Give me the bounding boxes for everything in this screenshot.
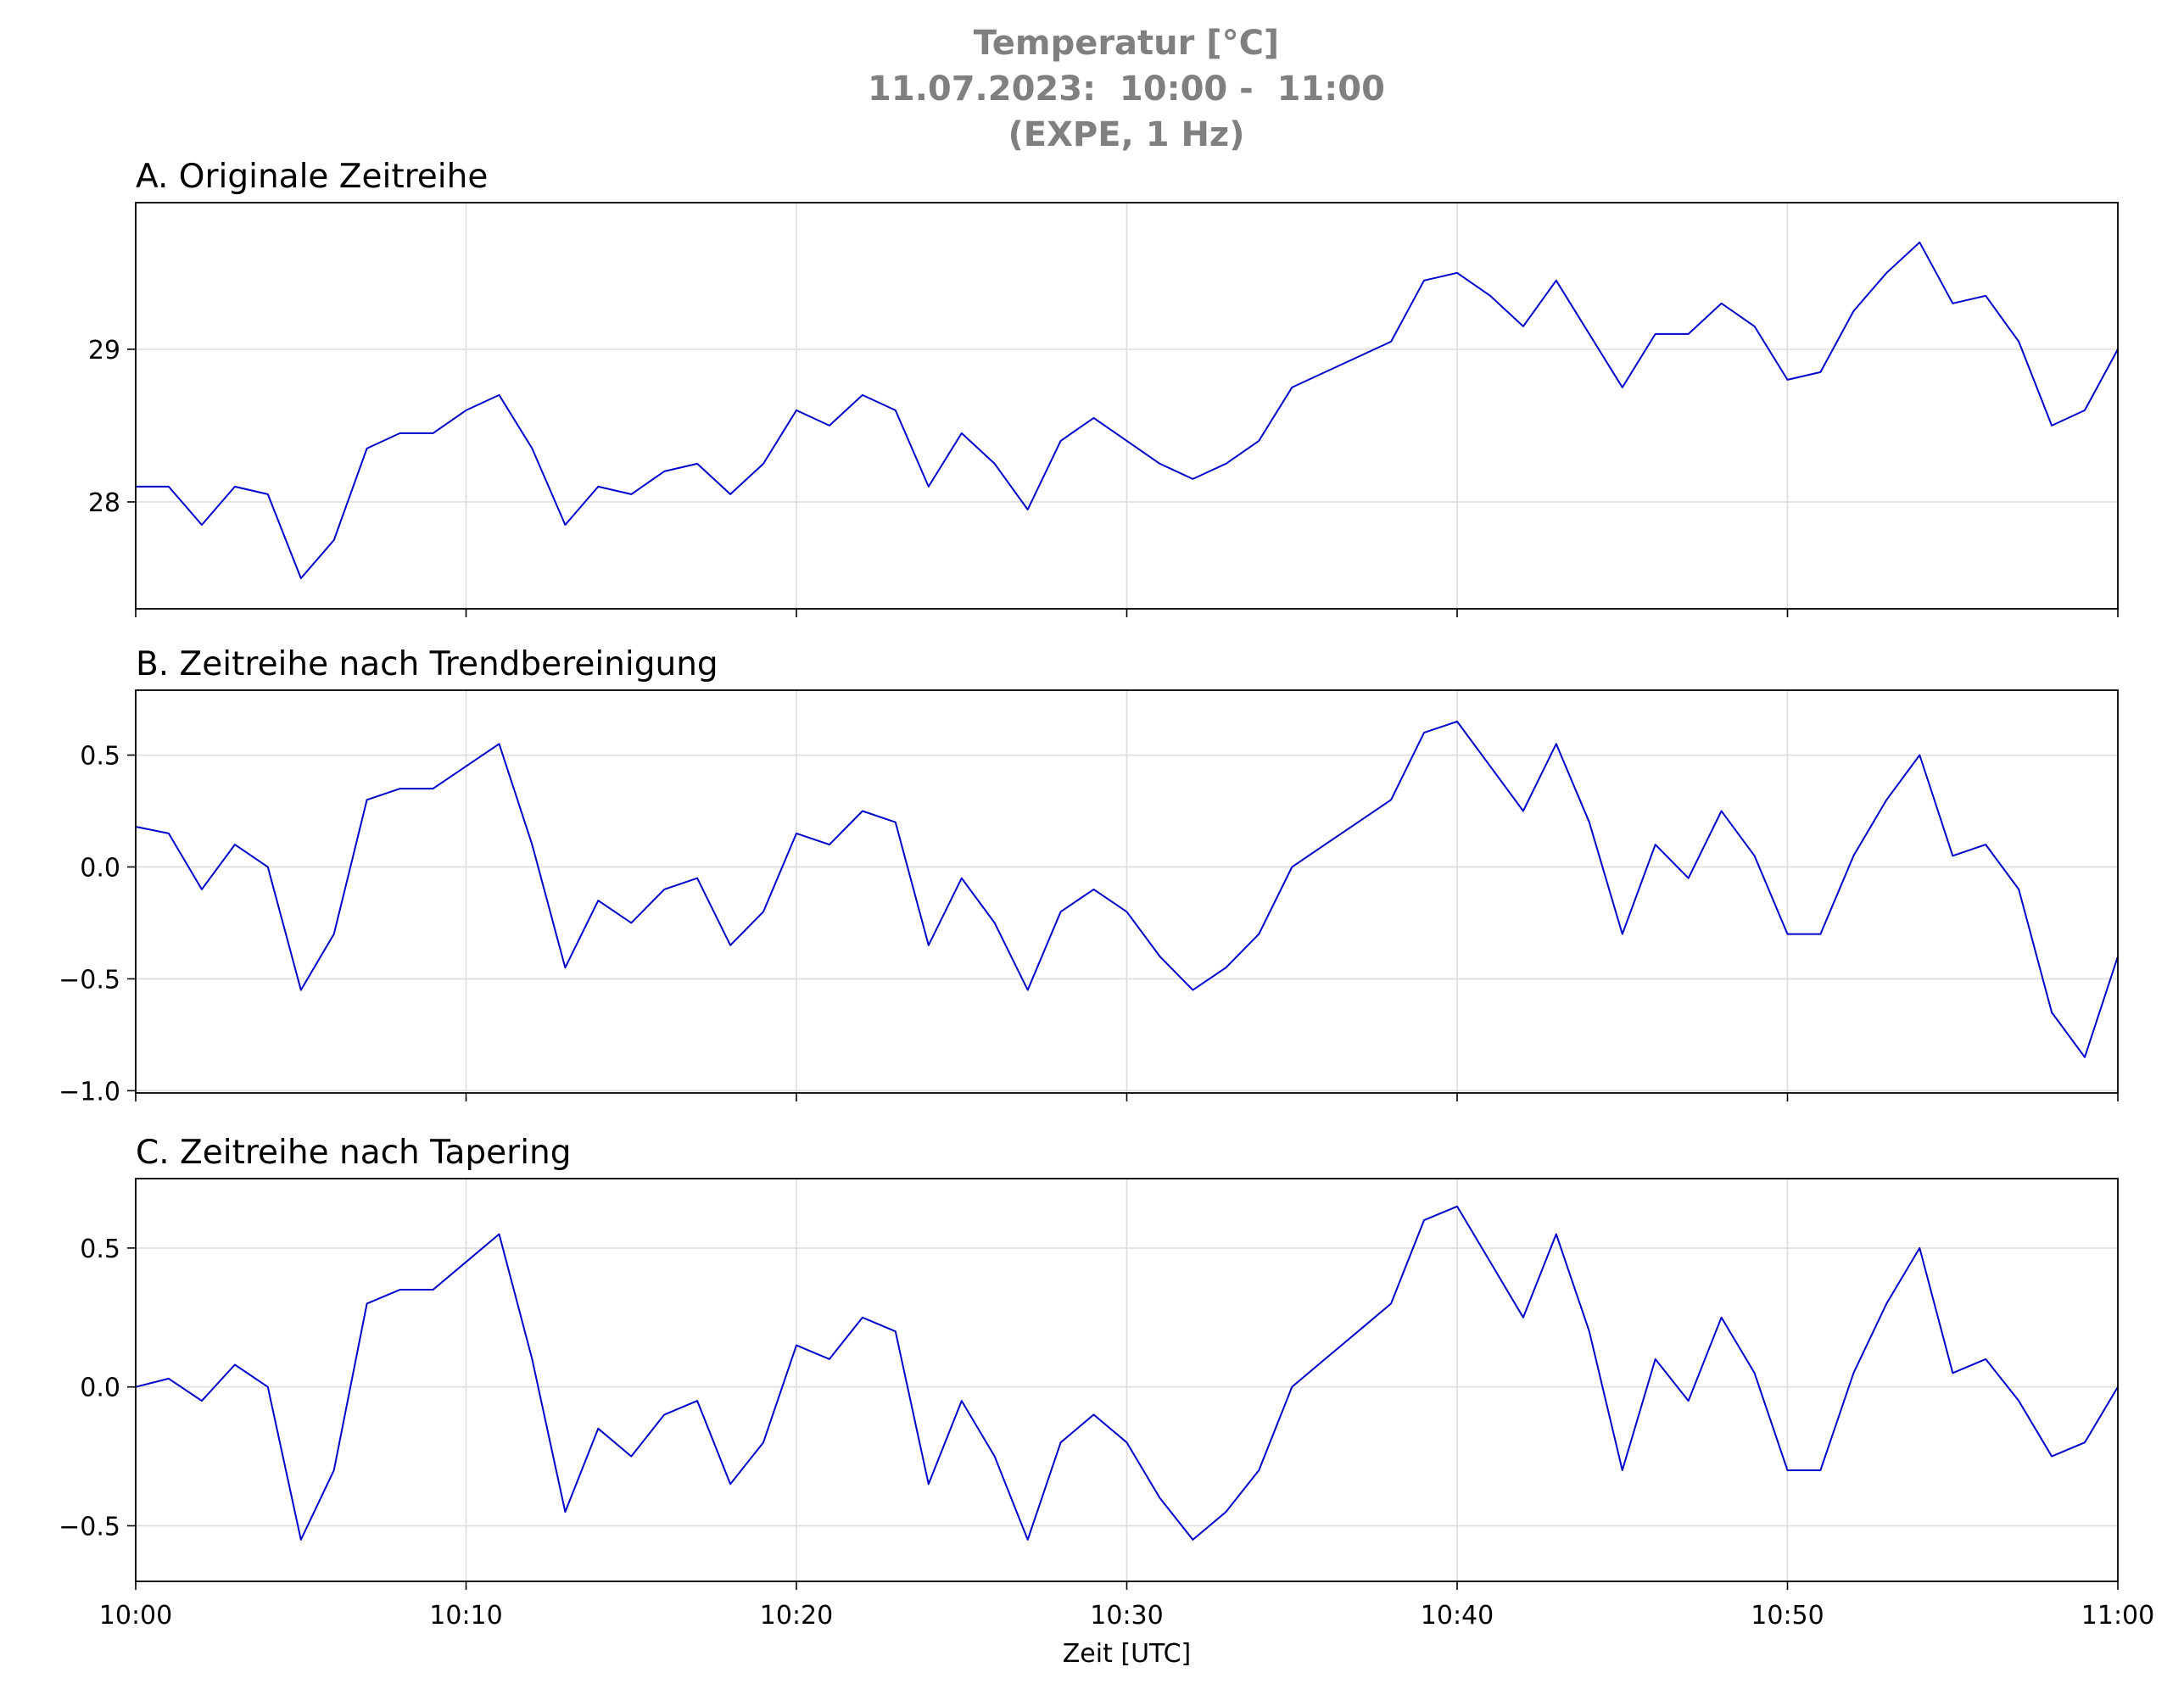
y-tick-label: 0.0 xyxy=(80,853,120,883)
x-tick-label: 10:00 xyxy=(99,1601,172,1631)
x-tick-label: 11:00 xyxy=(2081,1601,2154,1631)
y-tick-label: −0.5 xyxy=(59,965,120,995)
y-tick-label: −0.5 xyxy=(59,1512,120,1542)
y-tick-label: −1.0 xyxy=(59,1077,120,1107)
figure-title: 11.07.2023: 10:00 - 11:00 xyxy=(868,70,1385,109)
panel-title: A. Originale Zeitreihe xyxy=(136,158,488,196)
x-axis-label: Zeit [UTC] xyxy=(1063,1639,1192,1669)
data-line xyxy=(135,1205,2119,1541)
x-tick-label: 10:10 xyxy=(429,1601,502,1631)
y-tick-label: 0.0 xyxy=(80,1374,120,1403)
figure-title: Temperatur [°C] xyxy=(974,24,1279,63)
y-tick-label: 28 xyxy=(88,488,120,518)
figure-title: (EXPE, 1 Hz) xyxy=(1008,115,1244,154)
data-line xyxy=(136,241,2119,579)
x-tick-label: 10:50 xyxy=(1751,1601,1824,1631)
panel-title: C. Zeitreihe nach Tapering xyxy=(136,1134,572,1172)
y-tick-label: 0.5 xyxy=(80,1235,120,1264)
y-tick-label: 29 xyxy=(88,336,120,365)
axes-frame xyxy=(135,202,2119,610)
axes-frame xyxy=(135,1178,2119,1582)
x-tick-label: 10:40 xyxy=(1421,1601,1494,1631)
y-tick-label: 0.5 xyxy=(80,742,120,772)
x-tick-label: 10:20 xyxy=(760,1601,833,1631)
x-tick-label: 10:30 xyxy=(1090,1601,1163,1631)
axes-frame xyxy=(135,689,2119,1094)
panel-title: B. Zeitreihe nach Trendbereinigung xyxy=(136,645,718,683)
data-line xyxy=(135,720,2119,1058)
